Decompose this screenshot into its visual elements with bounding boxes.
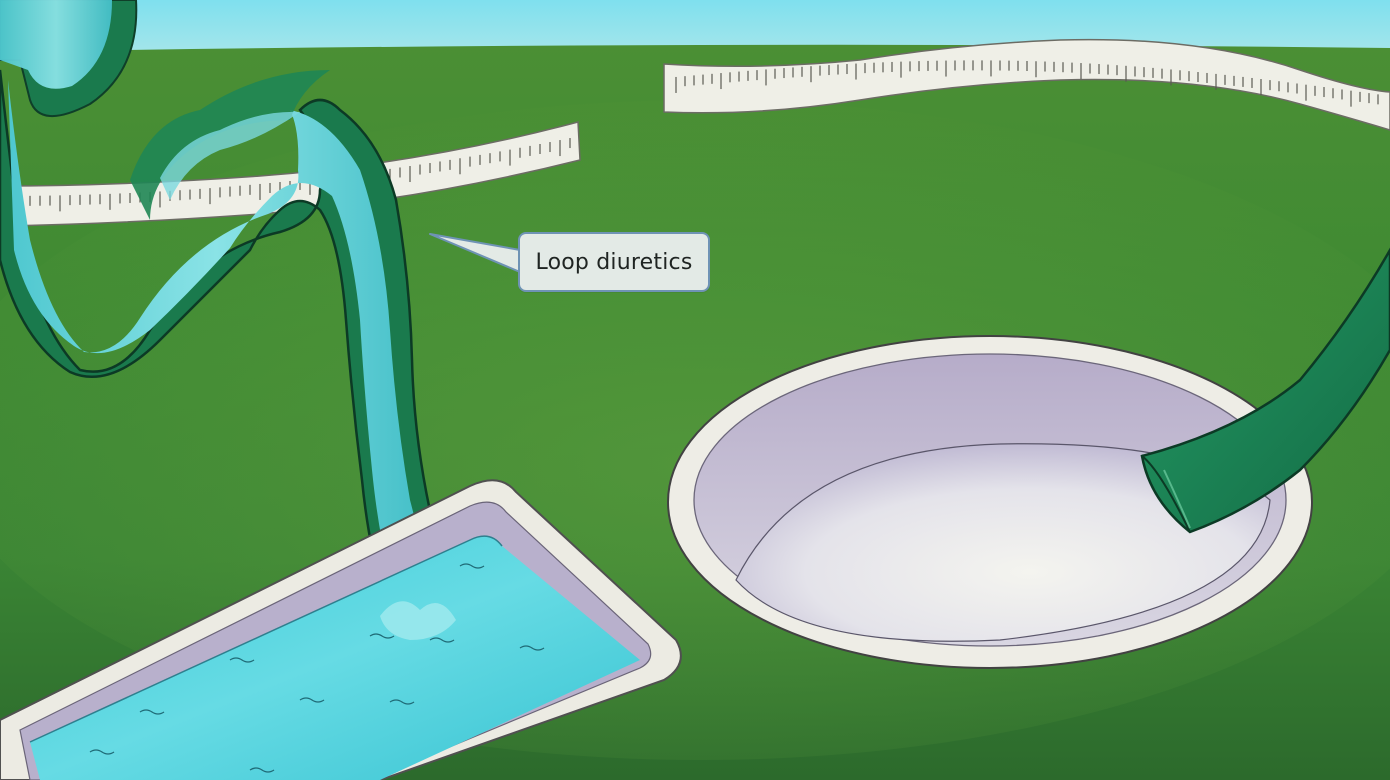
callout-label: Loop diuretics [518,232,710,292]
water-tray [0,479,682,780]
measuring-tape-right [663,38,1390,131]
left-tube [0,0,444,614]
right-tube [1140,247,1390,534]
oval-basin [667,335,1313,669]
